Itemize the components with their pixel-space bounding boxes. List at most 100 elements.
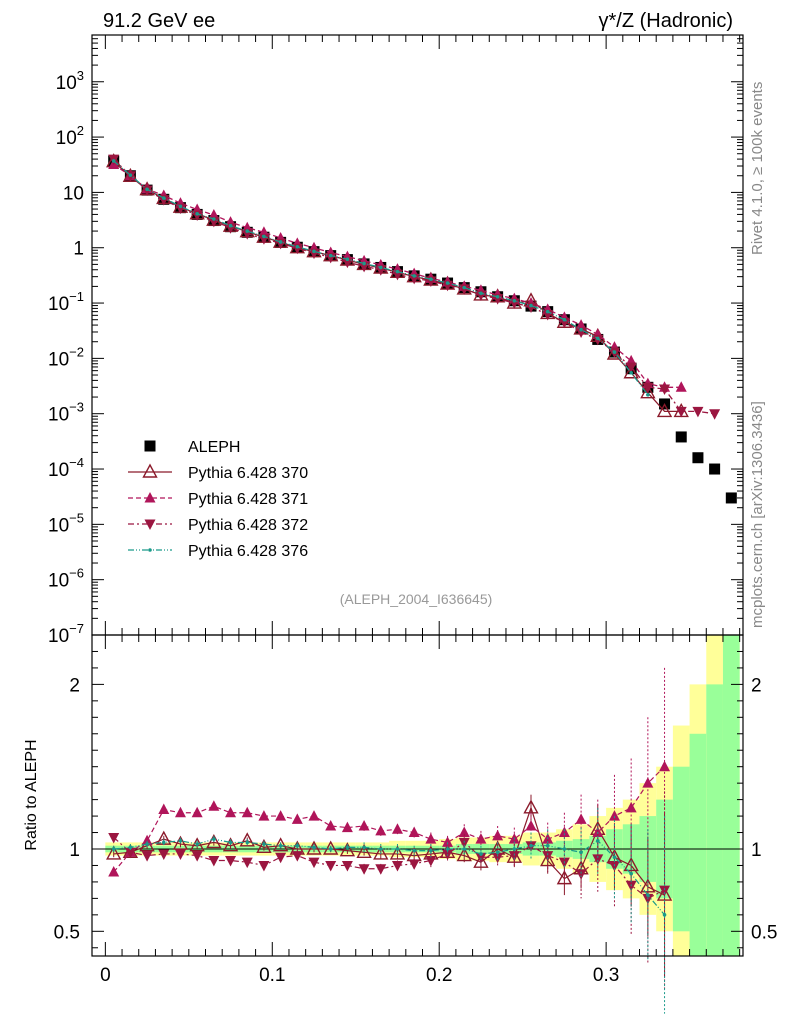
ratio-point-p376 — [228, 840, 233, 845]
main-line-p370 — [113, 161, 682, 413]
main-point-p376 — [111, 159, 116, 163]
ratio-point-p371 — [642, 777, 654, 788]
ratio-y-axis: 0.5 0.5 1 1 2 2 — [54, 650, 777, 949]
legend-label-p371: Pythia 6.428 371 — [188, 491, 308, 508]
ratio-point-p371 — [191, 806, 203, 818]
main-point-p371 — [675, 381, 687, 392]
ratio-point-p372 — [108, 832, 120, 844]
ratio-y-axis-label: Ratio to ALEPH — [23, 739, 40, 850]
main-point-p376 — [646, 392, 650, 397]
legend-marker-data — [144, 440, 156, 452]
ratio-point-p371 — [492, 829, 504, 841]
main-point-p372 — [558, 317, 570, 329]
ratio-point-p371 — [158, 803, 170, 814]
ratio-point-p372 — [225, 856, 237, 867]
legend-marker-p376 — [148, 548, 152, 552]
y-tick-label: 102 — [56, 123, 84, 149]
y-tick-label: 103 — [56, 68, 84, 94]
ratio-point-p376 — [195, 842, 199, 846]
y-tick-exponent: −7 — [69, 621, 84, 636]
ratio-point-p370 — [540, 852, 556, 867]
y-tick-base: 10 — [56, 128, 77, 149]
ratio-point-p370 — [256, 838, 272, 854]
main-point-p371 — [258, 226, 270, 237]
ratio-point-p376 — [345, 845, 350, 850]
ratio-y-tick-label: 0.5 — [54, 922, 80, 943]
main-point-p376 — [312, 249, 316, 254]
ratio-point-p371 — [308, 810, 320, 821]
ratio-point-p372 — [141, 851, 153, 862]
ratio-series — [106, 667, 673, 1014]
main-point-p372 — [592, 334, 604, 346]
ratio-point-p370 — [473, 853, 489, 868]
ratio-point-p371 — [141, 834, 153, 846]
main-point-p376 — [278, 240, 283, 244]
y-tick-base: 10 — [63, 183, 84, 204]
ratio-y-tick-label-right: 0.5 — [751, 922, 777, 943]
ratio-point-p372 — [208, 856, 220, 867]
main-point-p372 — [475, 290, 487, 301]
ratio-y-tick-label-right: 2 — [751, 675, 762, 696]
main-series — [106, 153, 737, 504]
main-point-p376 — [161, 196, 166, 200]
y-tick-exponent: 3 — [77, 68, 84, 83]
main-point-p372 — [225, 223, 237, 234]
ratio-point-p370 — [106, 845, 122, 860]
main-point-p376 — [412, 274, 416, 278]
main-point-p376 — [629, 370, 633, 375]
ratio-point-p370 — [456, 847, 472, 862]
main-point-p376 — [228, 223, 233, 228]
ratio-point-p372 — [458, 837, 470, 849]
ratio-point-p372 — [391, 860, 403, 872]
y-tick-base: 1 — [73, 239, 84, 260]
main-point-data — [692, 452, 704, 464]
main-point-p376 — [595, 336, 600, 341]
main-point-p372 — [358, 261, 370, 273]
ratio-point-p371 — [525, 819, 537, 831]
ratio-stat-band — [722, 635, 740, 956]
main-point-p376 — [362, 261, 366, 266]
ratio-point-p372 — [275, 852, 287, 864]
y-tick-label: 10−1 — [48, 289, 84, 315]
main-point-p370 — [623, 364, 639, 379]
main-point-p376 — [328, 253, 333, 258]
main-point-p372 — [208, 216, 220, 228]
ratio-point-p376 — [495, 850, 500, 855]
ratio-point-p371 — [174, 806, 186, 818]
ratio-point-p372 — [124, 847, 136, 859]
main-point-p376 — [212, 217, 216, 221]
ratio-point-p370 — [389, 845, 406, 860]
ratio-point-p371 — [558, 826, 570, 838]
main-point-p376 — [445, 281, 450, 285]
ratio-point-p376 — [212, 837, 216, 841]
ratio-point-p371 — [358, 819, 370, 831]
ratio-point-p376 — [545, 843, 550, 848]
main-point-p372 — [191, 210, 203, 222]
ratio-point-p372 — [575, 869, 587, 880]
ratio-point-p371 — [458, 826, 470, 838]
main-point-p372 — [325, 252, 337, 264]
main-point-p372 — [174, 203, 186, 215]
ratio-point-p370 — [556, 870, 573, 885]
x-tick-label: 0 — [100, 965, 111, 986]
ratio-point-p376 — [612, 855, 617, 860]
legend-label-p370: Pythia 6.428 370 — [188, 465, 308, 482]
main-point-p376 — [579, 327, 583, 332]
main-point-p372 — [291, 243, 303, 255]
ratio-y-tick-label: 2 — [69, 675, 80, 696]
ratio-point-p376 — [462, 847, 467, 851]
ratio-line-p372 — [113, 837, 665, 900]
y-tick-label: 10−6 — [48, 566, 84, 592]
ratio-point-p370 — [323, 840, 339, 855]
ratio-point-p376 — [412, 848, 416, 853]
y-tick-label: 10−5 — [48, 510, 84, 536]
ratio-point-p372 — [425, 856, 437, 867]
ratio-point-p372 — [659, 885, 671, 897]
main-point-data — [675, 431, 687, 443]
ratio-point-p370 — [239, 832, 255, 847]
ratio-point-p371 — [325, 819, 337, 831]
y-tick-base: 10 — [48, 349, 69, 370]
ratio-point-p372 — [375, 864, 387, 875]
y-tick-base: 10 — [48, 571, 69, 592]
ratio-point-p370 — [339, 842, 356, 857]
